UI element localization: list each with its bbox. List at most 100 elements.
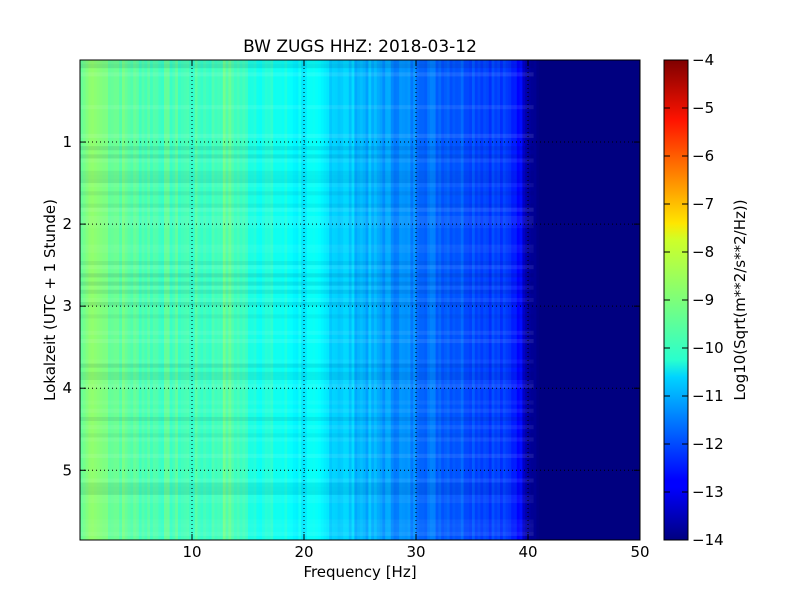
spectrogram-column: [592, 60, 596, 540]
spectrogram-column: [620, 60, 624, 540]
spectrogram-column: [231, 60, 235, 540]
spectrogram-column: [127, 60, 131, 540]
spectrogram-column: [474, 60, 478, 540]
spectrogram-column: [508, 60, 512, 540]
spectrogram-column: [323, 60, 327, 540]
spectrogram-time-band: [80, 261, 534, 266]
spectrogram-column: [586, 60, 590, 540]
spectrogram-time-band: [80, 297, 534, 303]
spectrogram-column: [290, 60, 294, 540]
spectrogram-column: [542, 60, 546, 540]
spectrogram-column: [634, 60, 638, 540]
spectrogram-column: [85, 60, 89, 540]
spectrogram-time-band: [80, 330, 534, 335]
spectrogram-column: [211, 60, 215, 540]
spectrogram-column: [267, 60, 271, 540]
x-axis-ticks: 10 20 30 40 50: [182, 60, 650, 561]
spectrogram-column: [326, 60, 330, 540]
spectrogram-column: [410, 60, 414, 540]
spectrogram-time-band: [80, 174, 534, 179]
spectrogram-column: [337, 60, 341, 540]
spectrogram-column: [460, 60, 464, 540]
spectrogram-column: [281, 60, 285, 540]
spectrogram-column: [628, 60, 632, 540]
spectrogram-time-band: [80, 523, 534, 528]
spectrogram-column: [396, 60, 400, 540]
spectrogram-column: [236, 60, 240, 540]
spectrogram-column: [614, 60, 618, 540]
colorbar-tick-label: −12: [692, 435, 724, 453]
spectrogram-time-band: [80, 215, 534, 220]
spectrogram-column: [502, 60, 506, 540]
spectrogram-column: [343, 60, 347, 540]
spectrogram-column: [435, 60, 439, 540]
spectrogram-time-band: [80, 302, 534, 307]
spectrogram-column: [600, 60, 604, 540]
spectrogram-column: [522, 60, 526, 540]
spectrogram-column: [332, 60, 336, 540]
spectrogram-time-band: [80, 384, 534, 389]
spectrogram-column: [603, 60, 607, 540]
spectrogram-column: [161, 60, 165, 540]
spectrogram-column: [348, 60, 352, 540]
spectrogram-time-band: [80, 191, 534, 196]
spectrogram-column: [390, 60, 394, 540]
spectrogram-column: [570, 60, 574, 540]
spectrogram-column: [150, 60, 154, 540]
spectrogram-column: [284, 60, 288, 540]
colorbar-ticks: −4 −5 −6 −7 −8 −9 −10 −11 −12 −13 −14: [664, 51, 724, 549]
spectrogram-time-band: [80, 60, 534, 65]
spectrogram-column: [256, 60, 260, 540]
spectrogram-column: [530, 60, 534, 540]
spectrogram-column: [497, 60, 501, 540]
spectrogram-column: [82, 60, 86, 540]
spectrogram-column: [368, 60, 372, 540]
spectrogram-column: [214, 60, 218, 540]
spectrogram-column: [584, 60, 588, 540]
spectrogram-column: [273, 60, 277, 540]
spectrogram-column: [208, 60, 212, 540]
y-axis-ticks: 1 2 3 4 5: [62, 133, 640, 479]
colorbar-tick-label: −7: [692, 195, 714, 213]
spectrogram-column: [595, 60, 599, 540]
colorbar-tick-label: −8: [692, 243, 714, 261]
colorbar-tick-label: −13: [692, 483, 724, 501]
spectrogram-column: [519, 60, 523, 540]
spectrogram-column: [441, 60, 445, 540]
spectrogram-column: [354, 60, 358, 540]
colorbar-tick-label: −5: [692, 99, 714, 117]
spectrogram-time-band: [80, 433, 534, 438]
spectrogram-column: [152, 60, 156, 540]
x-tick-label: 20: [294, 543, 313, 561]
spectrogram-column: [458, 60, 462, 540]
spectrogram-column: [102, 60, 106, 540]
spectrogram-column: [452, 60, 456, 540]
spectrogram-column: [222, 60, 226, 540]
spectrogram-column: [320, 60, 324, 540]
spectrogram-column: [514, 60, 518, 540]
spectrogram-time-band: [80, 371, 534, 376]
spectrogram-time-band: [80, 244, 534, 249]
spectrogram-time-band: [80, 527, 534, 532]
spectrogram-column: [430, 60, 434, 540]
spectrogram-column: [225, 60, 229, 540]
spectrogram-column: [427, 60, 431, 540]
spectrogram-column: [99, 60, 103, 540]
spectrogram-column: [472, 60, 476, 540]
spectrogram-column: [483, 60, 487, 540]
spectrogram-column: [124, 60, 128, 540]
x-tick-label: 40: [518, 543, 537, 561]
plot-frame: [79, 59, 641, 541]
spectrogram-column: [388, 60, 392, 540]
spectrogram-column: [220, 60, 224, 540]
spectrogram-time-band: [80, 490, 534, 495]
spectrogram-column: [606, 60, 610, 540]
spectrogram-column: [169, 60, 173, 540]
spectrogram-column: [382, 60, 386, 540]
spectrogram-column: [525, 60, 529, 540]
spectrogram-column: [122, 60, 126, 540]
spectrogram-time-band: [80, 133, 534, 138]
spectrogram-column: [357, 60, 361, 540]
x-axis-label: Frequency [Hz]: [303, 563, 416, 581]
spectrogram-column: [589, 60, 593, 540]
